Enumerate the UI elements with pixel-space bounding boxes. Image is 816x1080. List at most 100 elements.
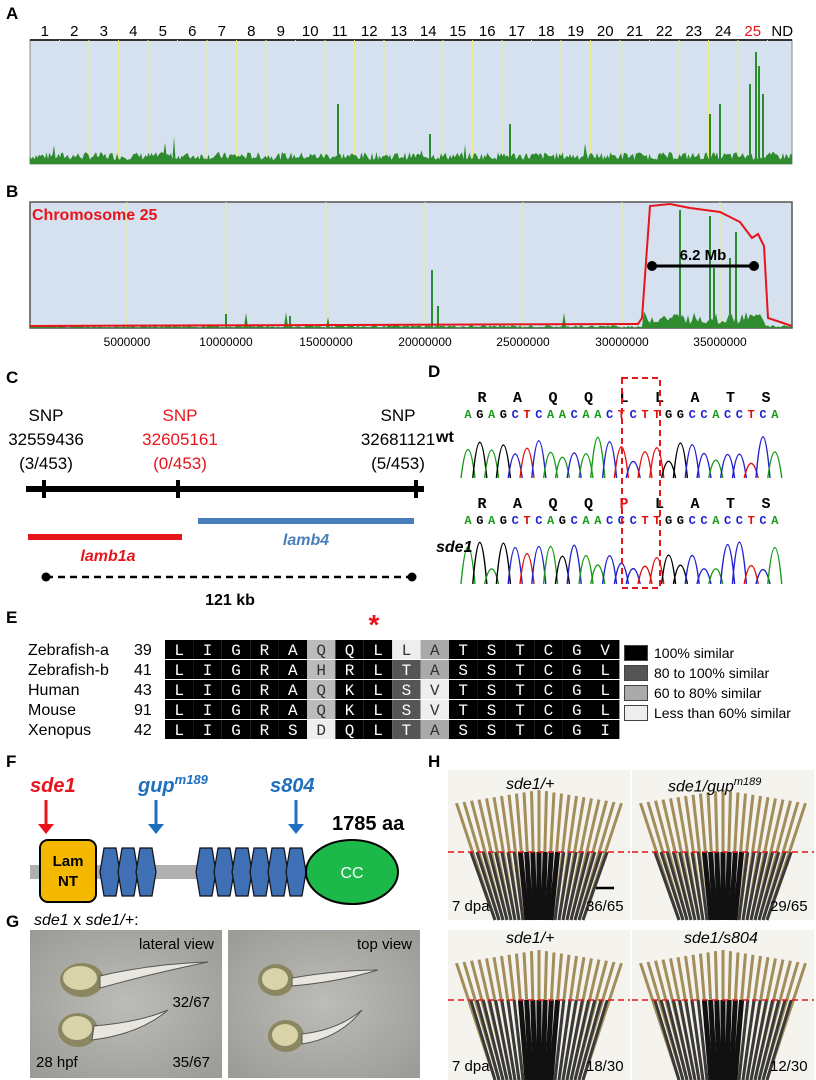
nucleotide-letter: A xyxy=(594,514,602,528)
fin-ray-pigment xyxy=(577,851,603,921)
residue-cell xyxy=(562,720,591,739)
fin-photo-3 xyxy=(632,930,814,1080)
top-view-label: top view xyxy=(356,936,412,953)
residue-letter: L xyxy=(600,682,610,700)
species-name: Human xyxy=(28,682,80,699)
fin-ray-pigment xyxy=(741,851,756,921)
fin-ray-pigment xyxy=(753,851,775,921)
residue-cell xyxy=(250,720,279,739)
residue-cell xyxy=(477,700,506,719)
residue-cell xyxy=(165,640,194,659)
fin-ray-pigment xyxy=(581,851,609,921)
nucleotide-letter: C xyxy=(571,514,578,528)
fin-regeneration-photos xyxy=(448,770,814,1080)
allele-gup-sup: m189 xyxy=(175,772,209,787)
fin-ray-pigment xyxy=(761,999,787,1080)
residue-cell xyxy=(477,660,506,679)
fin-ray-pigment xyxy=(708,851,718,921)
lamb4-label: lamb4 xyxy=(283,532,329,549)
fin-ray-pigment xyxy=(500,999,517,1080)
nucleotide-letter: C xyxy=(759,408,766,422)
residue-cell xyxy=(534,680,563,699)
protein-alignment: *Zebrafish-a 39 L I G R A Q Q L L A T S T C G VZebrafish-… xyxy=(28,609,620,740)
wt-sample-label: wt xyxy=(435,429,454,446)
nucleotide-letter: C xyxy=(689,408,696,422)
residue-letter: A xyxy=(288,662,298,680)
panel-label-f: F xyxy=(6,752,17,771)
fin-ray-pigment xyxy=(569,851,591,921)
chromosome-label: 12 xyxy=(361,23,378,40)
nucleotide-letter: G xyxy=(665,514,672,528)
nucleotide-letter: A xyxy=(771,408,779,422)
residue-cell xyxy=(505,700,535,719)
residue-letter: T xyxy=(515,682,525,700)
fin-ray-pigment xyxy=(737,999,750,1080)
fin-count-tl: 36/65 xyxy=(586,898,624,915)
legend-row-less-60: Less than 60% similar xyxy=(624,705,791,721)
chromosome-label: 17 xyxy=(508,23,525,40)
interval-end-left xyxy=(647,261,657,271)
residue-cell xyxy=(193,640,222,659)
residue-cell xyxy=(335,660,364,679)
chromatogram-peak xyxy=(684,444,700,479)
chromosome-label: ND xyxy=(771,23,793,40)
panel-label-b: B xyxy=(6,182,19,201)
residue-cell xyxy=(591,640,620,659)
snp-2: SNP 32605161 (0/453) xyxy=(142,406,218,473)
residue-start: 43 xyxy=(134,682,152,699)
residue-letter: T xyxy=(402,722,412,740)
fin-ray-pigment xyxy=(659,851,685,921)
residue-cell xyxy=(449,640,478,659)
species-name: Mouse xyxy=(28,702,76,719)
fin-ray-pigment xyxy=(469,999,497,1080)
residue-letter: S xyxy=(402,702,412,720)
lateral-view-label: lateral view xyxy=(138,936,214,953)
residue-letter: R xyxy=(260,642,270,660)
residue-cell xyxy=(562,660,591,679)
amino-acid-letter: A xyxy=(690,496,699,513)
residue-letter: S xyxy=(487,662,497,680)
nucleotide-letter: T xyxy=(523,514,530,528)
residue-cell xyxy=(392,660,421,679)
snp-3: SNP 32681121 (5/453) xyxy=(361,406,435,473)
chromosome-label: 15 xyxy=(449,23,466,40)
residue-cell xyxy=(449,720,478,739)
snp-1-ratio: (3/453) xyxy=(19,454,73,473)
fin-ray-pigment xyxy=(708,999,718,1080)
chromatogram-peak xyxy=(495,444,512,479)
nucleotide-letter: A xyxy=(464,408,472,422)
residue-cell xyxy=(335,680,364,699)
residue-letter: Q xyxy=(316,702,326,720)
nucleotide-letter: A xyxy=(712,408,720,422)
chromatogram-peak xyxy=(731,541,748,585)
fin-count-bl: 18/30 xyxy=(586,1058,624,1075)
stage-label: 28 hpf xyxy=(36,1054,78,1071)
fin-ray-pigment xyxy=(557,999,572,1080)
residue-cell xyxy=(165,660,194,679)
fin-count-tr: 29/65 xyxy=(770,898,808,915)
fin-ray-pigment xyxy=(512,851,525,921)
residue-cell xyxy=(449,700,478,719)
nucleotide-letter: C xyxy=(606,514,613,528)
chromatogram-peak xyxy=(542,451,559,479)
lamnt-label-line1: Lam xyxy=(53,853,84,870)
residue-letter: V xyxy=(430,702,440,720)
residue-letter: A xyxy=(288,702,298,720)
egf-repeat xyxy=(117,847,139,897)
fin-ray-pigment xyxy=(714,999,722,1080)
residue-cell xyxy=(193,660,222,679)
residue-cell xyxy=(420,640,449,659)
x-tick-label: 35000000 xyxy=(693,335,747,349)
residue-cell xyxy=(307,660,336,679)
x-tick-label: 10000000 xyxy=(199,335,253,349)
nucleotide-letter: C xyxy=(724,408,731,422)
legend-label: 60 to 80% similar xyxy=(654,685,762,701)
fin-ray-pigment xyxy=(724,999,732,1080)
residue-letter: I xyxy=(203,662,213,680)
residue-cell xyxy=(165,700,194,719)
chromosome-label: 22 xyxy=(656,23,673,40)
residue-start: 39 xyxy=(134,642,152,659)
fin-ray-pigment xyxy=(757,851,781,921)
fin-ray-pigment xyxy=(544,851,554,921)
residue-letter: Q xyxy=(316,642,326,660)
